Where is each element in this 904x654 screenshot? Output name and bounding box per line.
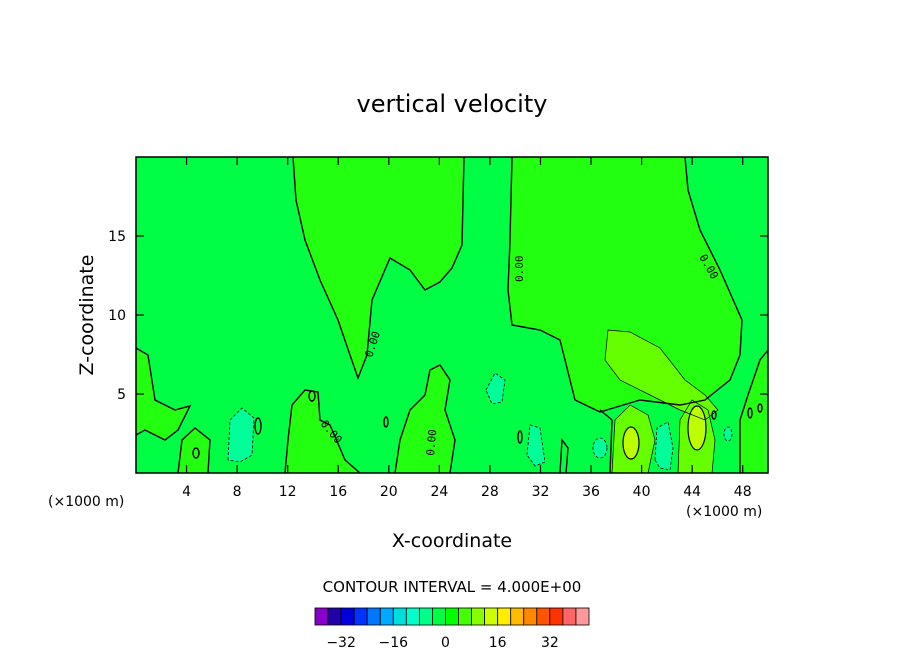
contour-label: 0.00 bbox=[424, 429, 439, 457]
negative-region bbox=[592, 437, 608, 459]
negative-region bbox=[485, 372, 506, 405]
positive-region bbox=[740, 350, 768, 473]
plot-area: 0.00 0.00 0.00 0.00 0.00 bbox=[135, 156, 769, 474]
colorbar-swatch bbox=[314, 607, 329, 626]
secondary-contour bbox=[677, 399, 716, 474]
contour-label: 0.00 bbox=[513, 256, 526, 283]
negative-region bbox=[723, 426, 733, 442]
colorbar-swatch bbox=[523, 607, 538, 626]
positive-core bbox=[622, 426, 640, 460]
colorbar-swatch bbox=[418, 607, 433, 626]
colorbar-swatch bbox=[575, 607, 590, 626]
colorbar-swatch bbox=[405, 607, 420, 626]
colorbar-tick-label: −16 bbox=[379, 635, 409, 651]
positive-region bbox=[178, 428, 210, 473]
colorbar-swatch bbox=[392, 607, 407, 626]
colorbar-swatch bbox=[445, 607, 459, 626]
zero-contour bbox=[284, 389, 361, 474]
colorbar-swatch bbox=[327, 607, 342, 626]
zero-contour bbox=[559, 438, 569, 474]
colorbar-tick-label: 16 bbox=[489, 635, 507, 651]
x-axis: 4 8 12 16 20 24 28 32 36 40 44 48 bbox=[182, 157, 752, 500]
x-tick-label: 36 bbox=[582, 484, 600, 500]
negative-region bbox=[654, 421, 674, 471]
positive-region bbox=[136, 348, 190, 440]
x-tick-label: 20 bbox=[380, 484, 398, 500]
y-tick-label: 5 bbox=[117, 387, 126, 403]
zero-contour bbox=[254, 417, 262, 435]
positive-core bbox=[687, 405, 707, 451]
positive-region bbox=[293, 157, 464, 378]
y-axis-label: Z-coordinate bbox=[76, 255, 98, 376]
negative-region bbox=[526, 424, 546, 467]
zero-contour bbox=[177, 427, 211, 474]
x-unit-label-left: (×1000 m) bbox=[48, 494, 124, 510]
x-tick-label: 44 bbox=[683, 484, 701, 500]
secondary-contour bbox=[611, 404, 656, 474]
colorbar-swatch bbox=[432, 607, 446, 626]
x-tick-label: 8 bbox=[233, 484, 242, 500]
x-tick-label: 12 bbox=[279, 484, 297, 500]
zero-contour bbox=[135, 347, 192, 441]
zero-contour bbox=[192, 447, 200, 459]
zero-contour bbox=[394, 364, 456, 474]
colorbar-swatch bbox=[458, 607, 472, 626]
positive-region bbox=[508, 157, 742, 412]
contour-interval-text: CONTOUR INTERVAL = 4.000E+00 bbox=[323, 578, 582, 596]
colorbar-tick-label: 0 bbox=[441, 635, 450, 651]
colorbar-swatch bbox=[340, 607, 355, 626]
y-axis: 5 10 15 bbox=[108, 229, 768, 403]
zero-contour bbox=[308, 390, 316, 402]
zero-contour bbox=[739, 349, 769, 473]
negative-region bbox=[227, 407, 255, 463]
x-tick-label: 4 bbox=[182, 484, 191, 500]
colorbar-swatch bbox=[536, 607, 551, 626]
positive-region bbox=[395, 365, 455, 473]
colorbar-swatch bbox=[471, 607, 486, 626]
y-tick-label: 10 bbox=[108, 308, 126, 324]
colorbar-swatch bbox=[353, 607, 368, 626]
colorbar-swatch bbox=[497, 607, 512, 626]
colorbar-tick-label: −32 bbox=[326, 635, 356, 651]
colorbar-swatch bbox=[366, 607, 381, 626]
zero-contour bbox=[517, 430, 523, 444]
secondary-contours bbox=[604, 329, 719, 474]
zero-contour bbox=[507, 156, 743, 413]
y-tick-label: 15 bbox=[108, 229, 126, 245]
x-tick-label: 16 bbox=[329, 484, 347, 500]
secondary-contour bbox=[604, 329, 719, 421]
x-unit-label-right: (×1000 m) bbox=[686, 504, 762, 520]
positive-region bbox=[605, 330, 718, 420]
zero-contour bbox=[383, 416, 389, 428]
colorbar-swatch bbox=[549, 607, 564, 626]
zero-contour bbox=[747, 407, 753, 419]
chart-title: vertical velocity bbox=[357, 90, 548, 118]
colorbar-swatch bbox=[510, 607, 525, 626]
zero-contours bbox=[135, 156, 769, 474]
x-tick-label: 32 bbox=[532, 484, 550, 500]
colorbar-swatch bbox=[379, 607, 394, 626]
colorbar: −32 −16 0 16 32 bbox=[314, 607, 590, 651]
colorbar-tick-label: 32 bbox=[541, 635, 559, 651]
x-tick-label: 40 bbox=[633, 484, 651, 500]
colorbar-swatch bbox=[562, 607, 577, 626]
x-tick-label: 48 bbox=[734, 484, 752, 500]
x-tick-label: 24 bbox=[430, 484, 448, 500]
zero-contour bbox=[292, 156, 465, 381]
x-tick-label: 28 bbox=[481, 484, 499, 500]
zero-contour bbox=[599, 409, 613, 474]
x-axis-label: X-coordinate bbox=[392, 530, 512, 552]
colorbar-swatch bbox=[484, 607, 499, 626]
zero-contour bbox=[757, 403, 763, 413]
